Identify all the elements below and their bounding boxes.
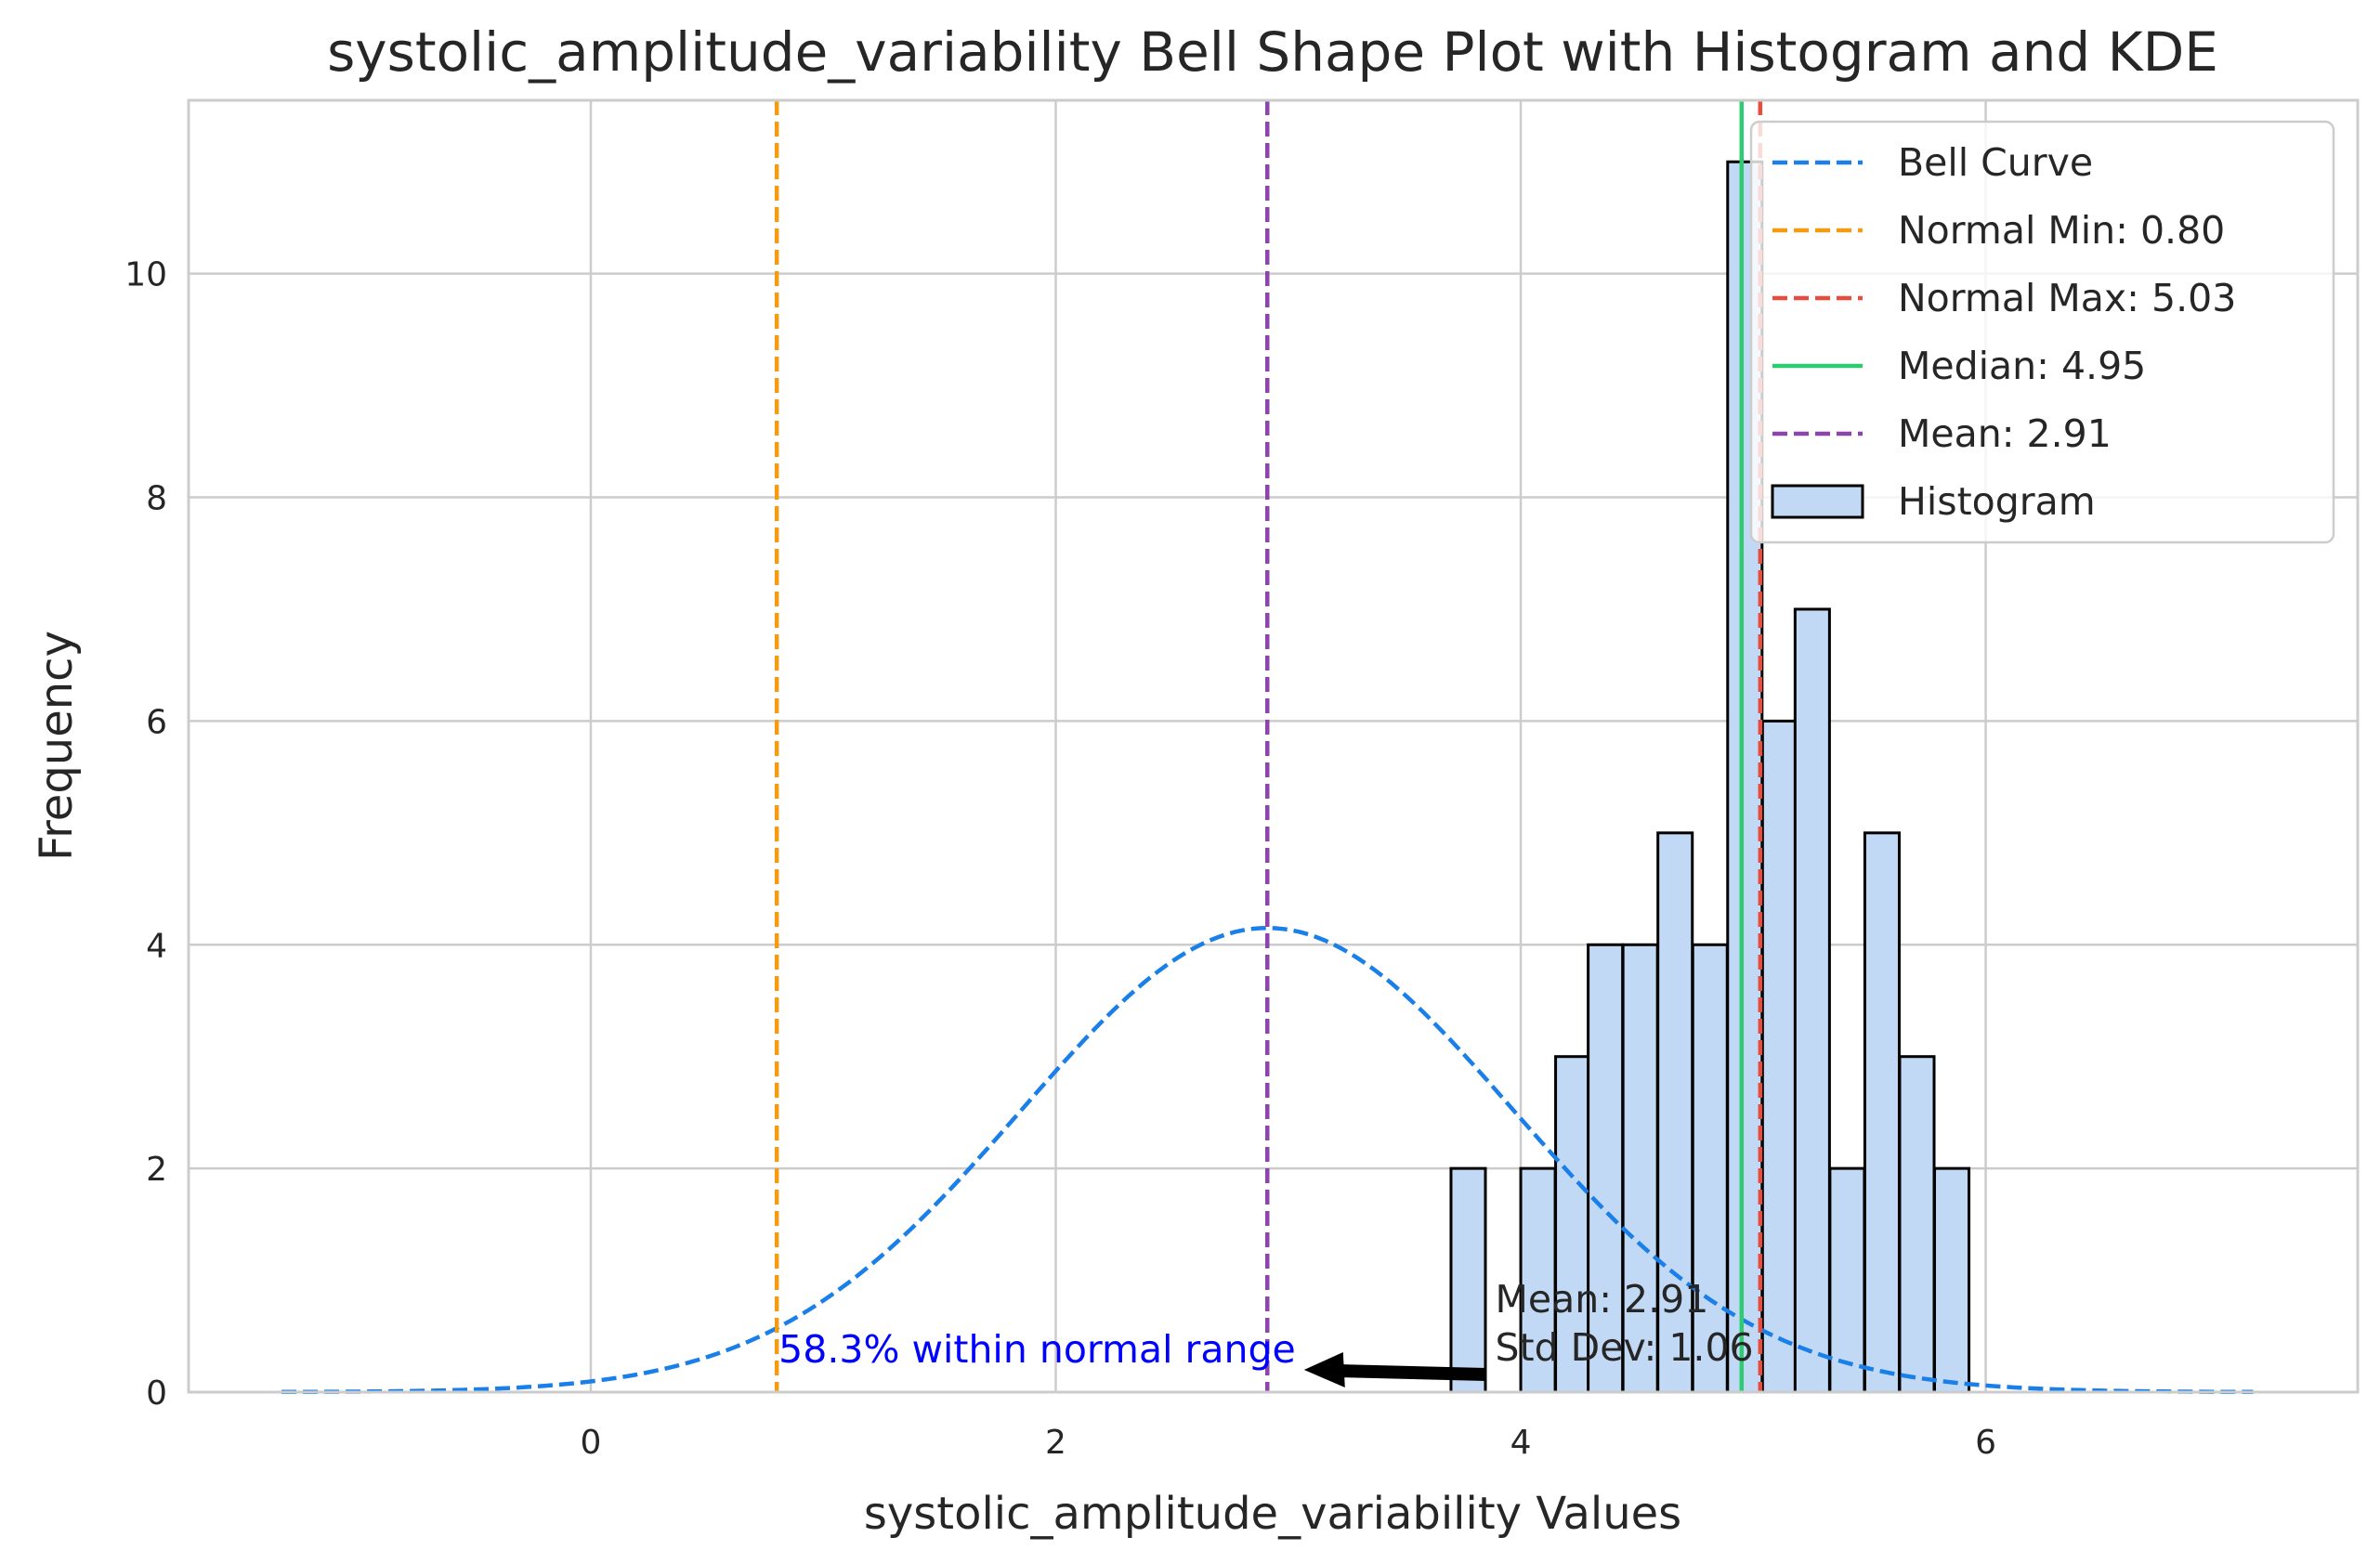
y-tick-label: 6 xyxy=(146,703,167,741)
y-axis-label: Frequency xyxy=(31,631,83,861)
histogram-bar xyxy=(1760,719,1798,1394)
histogram-bar xyxy=(1691,943,1729,1394)
normal-range-text: 58.3% within normal range xyxy=(778,1327,1296,1372)
x-tick-label: 2 xyxy=(1045,1424,1066,1462)
legend-label: Median: 4.95 xyxy=(1898,344,2146,388)
y-tick-label: 8 xyxy=(146,480,167,518)
y-tick-label: 4 xyxy=(146,927,167,965)
chart-title: systolic_amplitude_variability Bell Shap… xyxy=(327,20,2218,84)
histogram-bar xyxy=(1656,831,1694,1394)
histogram-bar xyxy=(1898,1055,1936,1394)
plot-frame xyxy=(187,98,2360,1394)
y-tick-label: 0 xyxy=(146,1374,167,1413)
histogram-bar xyxy=(1449,1166,1487,1394)
legend-label: Normal Max: 5.03 xyxy=(1898,276,2236,320)
y-tick-label: 2 xyxy=(146,1151,167,1189)
legend-frame xyxy=(1749,120,2335,544)
histogram-bar xyxy=(1828,1166,1866,1394)
histogram-bar xyxy=(1863,831,1901,1394)
histogram-bar xyxy=(1587,943,1625,1394)
x-tick-label: 6 xyxy=(1975,1424,1996,1462)
legend: Bell Curve Normal Min: 0.80 Normal Max: 5.… xyxy=(1749,120,2335,544)
bell-curve-line xyxy=(281,925,2254,1395)
legend-label: Mean: 2.91 xyxy=(1898,411,2112,456)
annotation-arrow-head xyxy=(1303,1352,1345,1387)
legend-swatch-histogram xyxy=(1771,484,1864,519)
x-tick-label: 0 xyxy=(581,1424,602,1462)
stats-mean-text: Mean: 2.91 xyxy=(1496,1277,1709,1322)
y-tick-label: 10 xyxy=(124,256,167,294)
histogram-bar xyxy=(1933,1166,1971,1394)
annotation-arrow-shaft xyxy=(1337,1364,1486,1381)
stats-std-text: Std Dev: 1.06 xyxy=(1496,1325,1754,1370)
x-tick-label: 4 xyxy=(1510,1424,1532,1462)
legend-label: Histogram xyxy=(1898,479,2096,524)
histogram-bar xyxy=(1793,607,1831,1394)
legend-label: Normal Min: 0.80 xyxy=(1898,208,2225,253)
bell-curve-layer xyxy=(281,925,2254,1395)
x-axis-label: systolic_amplitude_variability Values xyxy=(864,1488,1681,1540)
histogram-bar xyxy=(1519,1166,1557,1394)
tick-labels: 0 2 4 6 0 2 4 6 8 10 xyxy=(124,256,1996,1462)
histogram-bar xyxy=(1621,943,1659,1394)
legend-label: Bell Curve xyxy=(1898,140,2093,185)
